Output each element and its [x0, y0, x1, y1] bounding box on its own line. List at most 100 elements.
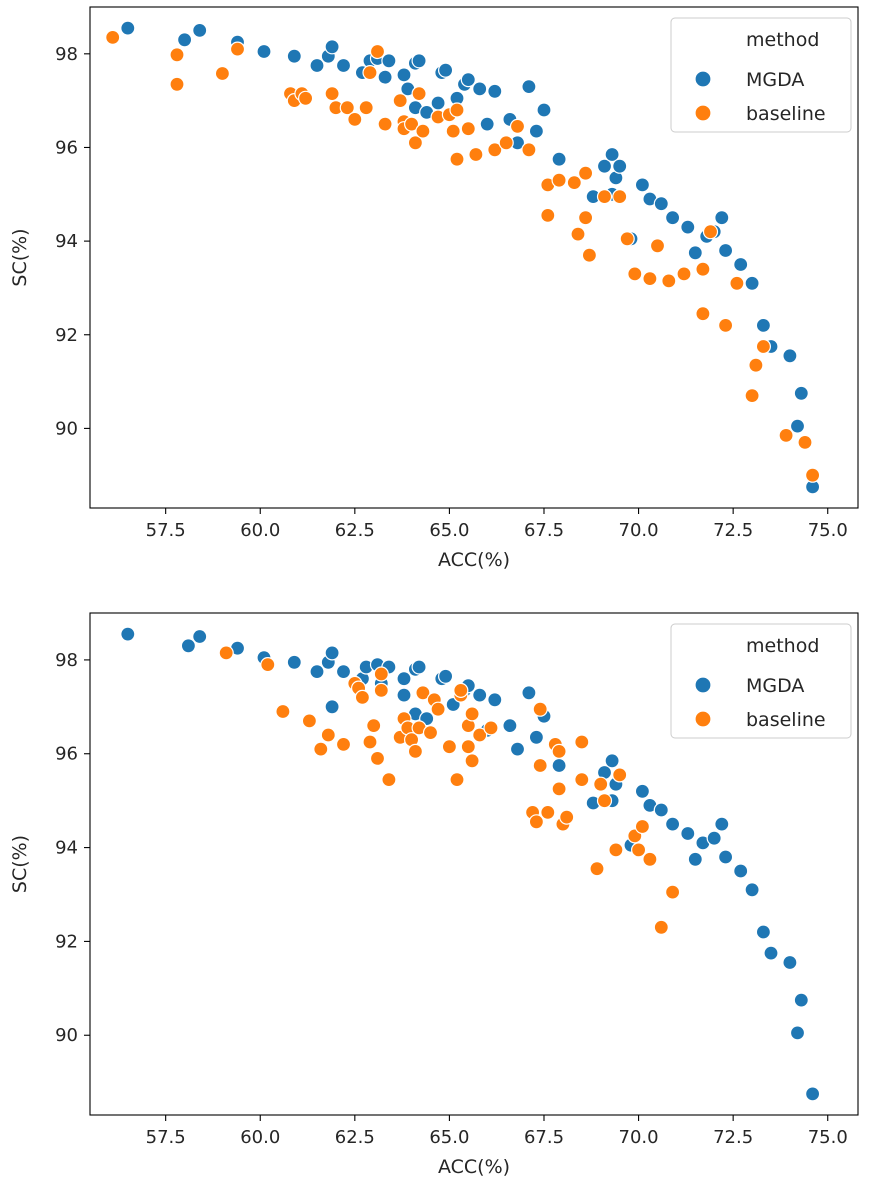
- chart-0-point-baseline-56: [744, 388, 760, 404]
- chart-1-point-baseline-20: [407, 743, 423, 759]
- chart-0-plot-frame: [89, 6, 859, 509]
- chart-1-point-baseline-52: [612, 767, 628, 783]
- chart-1-point-baseline-30: [460, 739, 476, 755]
- chart-0-point-baseline-30: [468, 146, 484, 163]
- chart-1-legend-label-baseline: baseline: [746, 709, 826, 731]
- chart-1-point-mgda-54: [733, 863, 749, 879]
- chart-0-point-mgda-6: [309, 57, 325, 74]
- chart-1-point-baseline-42: [551, 743, 567, 759]
- chart-1-point-mgda-51: [706, 830, 722, 846]
- chart-0-point-baseline-36: [540, 207, 556, 223]
- chart-0-point-baseline-1: [169, 47, 185, 63]
- chart-1-point-baseline-50: [596, 793, 613, 809]
- chart-1-point-mgda-36: [551, 757, 567, 774]
- chart-0-point-mgda-41: [612, 158, 628, 174]
- chart-0-point-baseline-46: [627, 266, 643, 282]
- chart-0-x-tick-label-0: 57.5: [146, 520, 186, 541]
- chart-0-point-mgda-45: [653, 196, 669, 212]
- chart-0-point-baseline-15: [369, 43, 386, 60]
- chart-1-point-mgda-39: [604, 753, 620, 769]
- chart-1-point-mgda-52: [714, 816, 730, 832]
- chart-1-point-baseline-1: [260, 656, 276, 673]
- chart-1-legend-label-mgda: MGDA: [746, 675, 804, 697]
- chart-1-x-tick-label-1: 60.0: [240, 1127, 280, 1148]
- chart-0-point-mgda-54: [744, 275, 760, 291]
- chart-1-y-tick-label-0: 90: [55, 1025, 78, 1046]
- chart-0-point-mgda-28: [479, 116, 495, 132]
- chart-0-point-baseline-42: [581, 247, 598, 263]
- chart-1-point-baseline-2: [275, 703, 291, 720]
- chart-1-point-baseline-46: [574, 734, 590, 750]
- chart-1-x-axis-title: ACC(%): [438, 1156, 510, 1178]
- chart-0-point-baseline-9: [324, 85, 340, 102]
- chart-0-legend: method MGDA baseline: [670, 17, 852, 133]
- chart-1-point-mgda-49: [687, 851, 703, 867]
- chart-1-point-baseline-27: [449, 772, 465, 788]
- chart-1-x-tick-label-5: 70.0: [619, 1127, 659, 1148]
- chart-0-x-tick-label-3: 65.0: [429, 520, 469, 541]
- chart-1-point-baseline-57: [653, 919, 669, 935]
- chart-1-x-tick-label-0: 57.5: [146, 1127, 186, 1148]
- chart-0-legend-title: method: [746, 29, 819, 51]
- chart-1-point-baseline-34: [472, 727, 488, 743]
- chart-0-point-mgda-59: [793, 385, 809, 401]
- chart-0-point-baseline-53: [695, 306, 711, 322]
- chart-1-point-baseline-40: [540, 804, 556, 820]
- chart-0-point-mgda-1: [177, 32, 193, 48]
- chart-0-point-baseline-58: [755, 338, 772, 355]
- chart-0-point-baseline-52: [702, 224, 719, 240]
- chart-1-point-mgda-0: [120, 626, 136, 642]
- chart-0-point-baseline-37: [551, 172, 567, 188]
- chart-0-point-baseline-50: [676, 266, 692, 282]
- chart-0-point-baseline-38: [566, 175, 582, 191]
- chart-1-point-mgda-1: [180, 638, 196, 654]
- chart-1-point-mgda-34: [528, 729, 545, 745]
- chart-1-point-baseline-55: [634, 818, 651, 835]
- chart-0-point-baseline-16: [377, 116, 393, 132]
- chart-1-point-mgda-19: [411, 659, 427, 675]
- chart-0-point-baseline-4: [229, 41, 246, 57]
- chart-1-point-baseline-10: [362, 734, 378, 750]
- chart-0-point-baseline-17: [392, 92, 408, 109]
- chart-1-point-baseline-38: [532, 757, 548, 774]
- chart-0-point-mgda-21: [430, 95, 446, 111]
- chart-1-point-mgda-24: [438, 668, 454, 684]
- chart-0-point-baseline-60: [797, 434, 813, 450]
- chart-1-point-baseline-49: [593, 776, 609, 792]
- scatter-chart-bottom: 57.5 60.0 62.5 65.0 67.5 70.0 72.5 75.0 90 92 94 96…: [9, 612, 859, 1178]
- chart-0-point-mgda-15: [396, 67, 412, 83]
- chart-1-point-mgda-16: [396, 671, 412, 687]
- chart-0-x-tick-label-5: 70.0: [619, 520, 659, 541]
- chart-1-point-mgda-48: [680, 825, 696, 842]
- chart-1-point-mgda-59: [789, 1025, 806, 1041]
- chart-0-point-mgda-35: [551, 151, 567, 167]
- chart-0-x-tick-label-1: 60.0: [240, 520, 280, 541]
- chart-0-point-mgda-13: [377, 69, 393, 85]
- chart-1-point-mgda-17: [396, 687, 412, 703]
- chart-0-point-baseline-47: [642, 271, 658, 287]
- chart-0-legend-marker-baseline: [694, 104, 712, 122]
- chart-1-point-mgda-31: [502, 718, 518, 734]
- chart-1-point-baseline-26: [441, 739, 457, 755]
- chart-0-point-mgda-51: [714, 210, 730, 226]
- chart-1-point-mgda-46: [653, 802, 669, 818]
- chart-0-point-mgda-0: [120, 20, 136, 36]
- chart-0-point-mgda-34: [536, 102, 552, 118]
- chart-1-point-baseline-13: [373, 682, 389, 699]
- chart-1-point-baseline-23: [422, 725, 439, 741]
- chart-1-y-tick-label-1: 92: [55, 931, 78, 952]
- chart-0-point-mgda-5: [286, 48, 302, 64]
- chart-1-legend: method MGDA baseline: [670, 623, 852, 739]
- chart-1-point-mgda-44: [634, 783, 651, 799]
- chart-0-point-baseline-13: [358, 100, 374, 116]
- chart-0-point-baseline-8: [298, 90, 314, 106]
- chart-0-point-mgda-32: [521, 78, 537, 95]
- chart-0-y-axis-title: SC(%): [9, 228, 31, 286]
- chart-1-point-mgda-57: [763, 945, 779, 961]
- chart-1-point-baseline-45: [559, 809, 575, 825]
- chart-1-point-baseline-14: [373, 666, 389, 682]
- chart-0-point-mgda-37: [596, 158, 613, 174]
- chart-0-point-baseline-40: [577, 210, 594, 226]
- chart-0-point-mgda-18: [411, 53, 427, 69]
